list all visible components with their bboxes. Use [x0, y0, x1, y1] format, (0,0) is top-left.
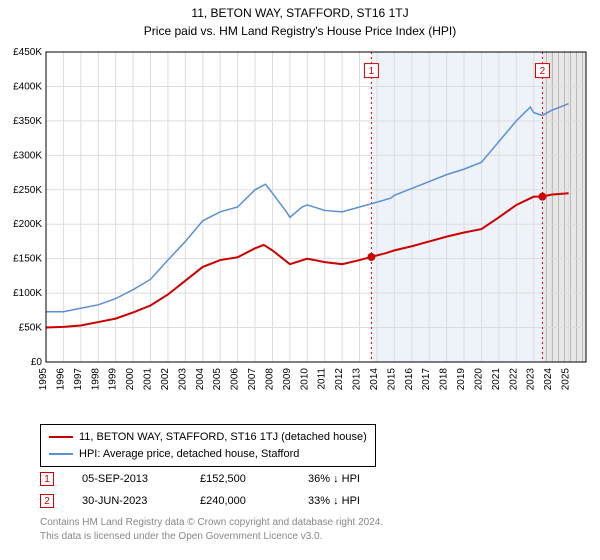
chart-area: £0 £50K £100K £150K £200K £250K £300K £350K £400… — [0, 46, 600, 416]
svg-text:£250K: £250K — [13, 185, 42, 196]
svg-text:£450K: £450K — [13, 47, 42, 58]
chart-title: 11, BETON WAY, STAFFORD, ST16 1TJ — [0, 0, 600, 20]
legend-label: HPI: Average price, detached house, Staf… — [79, 446, 299, 463]
line-chart: £0 £50K £100K £150K £200K £250K £300K £350K £400… — [0, 46, 600, 416]
svg-text:£350K: £350K — [13, 116, 42, 127]
svg-text:2011: 2011 — [317, 368, 328, 390]
svg-text:2: 2 — [540, 66, 546, 77]
svg-text:£100K: £100K — [13, 288, 42, 299]
svg-text:1995: 1995 — [38, 368, 49, 391]
svg-text:2006: 2006 — [230, 368, 241, 391]
svg-text:2000: 2000 — [125, 368, 136, 391]
svg-text:2001: 2001 — [143, 368, 154, 391]
svg-text:2007: 2007 — [247, 368, 258, 391]
table-row: 2 30-JUN-2023 £240,000 33% ↓ HPI — [40, 490, 408, 512]
svg-text:1999: 1999 — [108, 368, 119, 391]
root: 11, BETON WAY, STAFFORD, ST16 1TJ Price … — [0, 0, 600, 560]
svg-text:2017: 2017 — [421, 368, 432, 391]
marker-diff: 36% ↓ HPI — [308, 473, 408, 485]
svg-text:2022: 2022 — [508, 368, 519, 391]
svg-text:2003: 2003 — [177, 368, 188, 391]
legend: 11, BETON WAY, STAFFORD, ST16 1TJ (detac… — [40, 424, 376, 467]
svg-text:2025: 2025 — [561, 368, 572, 391]
svg-text:2023: 2023 — [526, 368, 537, 391]
svg-text:2005: 2005 — [212, 368, 223, 391]
svg-text:2002: 2002 — [160, 368, 171, 391]
svg-text:2016: 2016 — [404, 368, 415, 391]
marker-date: 05-SEP-2013 — [82, 473, 172, 485]
svg-text:£300K: £300K — [13, 150, 42, 161]
svg-text:£400K: £400K — [13, 81, 42, 92]
svg-text:1996: 1996 — [55, 368, 66, 391]
footer-line: Contains HM Land Registry data © Crown c… — [40, 516, 383, 530]
svg-text:2010: 2010 — [299, 368, 310, 391]
svg-text:1: 1 — [369, 66, 375, 77]
marker-box-icon: 1 — [40, 472, 54, 486]
svg-text:2019: 2019 — [456, 368, 467, 391]
svg-text:£50K: £50K — [19, 323, 43, 334]
svg-text:2021: 2021 — [491, 368, 502, 391]
attribution-footer: Contains HM Land Registry data © Crown c… — [40, 516, 383, 543]
legend-label: 11, BETON WAY, STAFFORD, ST16 1TJ (detac… — [79, 429, 367, 446]
svg-text:2013: 2013 — [352, 368, 363, 391]
marker-box-icon: 2 — [40, 494, 54, 508]
svg-text:1997: 1997 — [73, 368, 84, 391]
marker-diff: 33% ↓ HPI — [308, 495, 408, 507]
svg-text:2014: 2014 — [369, 368, 380, 391]
svg-text:2020: 2020 — [473, 368, 484, 391]
marker-table: 1 05-SEP-2013 £152,500 36% ↓ HPI 2 30-JU… — [40, 468, 408, 512]
svg-text:2008: 2008 — [264, 368, 275, 391]
svg-text:2015: 2015 — [386, 368, 397, 391]
legend-swatch — [49, 453, 73, 455]
svg-text:1998: 1998 — [90, 368, 101, 391]
marker-price: £240,000 — [200, 495, 280, 507]
legend-item: HPI: Average price, detached house, Staf… — [49, 446, 367, 463]
svg-text:2004: 2004 — [195, 368, 206, 391]
svg-text:£200K: £200K — [13, 219, 42, 230]
svg-text:2024: 2024 — [543, 368, 554, 391]
svg-text:2018: 2018 — [439, 368, 450, 391]
legend-item: 11, BETON WAY, STAFFORD, ST16 1TJ (detac… — [49, 429, 367, 446]
chart-subtitle: Price paid vs. HM Land Registry's House … — [0, 20, 600, 38]
table-row: 1 05-SEP-2013 £152,500 36% ↓ HPI — [40, 468, 408, 490]
svg-text:2009: 2009 — [282, 368, 293, 391]
marker-date: 30-JUN-2023 — [82, 495, 172, 507]
footer-line: This data is licensed under the Open Gov… — [40, 530, 383, 544]
legend-swatch — [49, 436, 73, 438]
svg-text:£0: £0 — [31, 357, 43, 368]
marker-price: £152,500 — [200, 473, 280, 485]
svg-text:2012: 2012 — [334, 368, 345, 391]
svg-text:£150K: £150K — [13, 254, 42, 265]
